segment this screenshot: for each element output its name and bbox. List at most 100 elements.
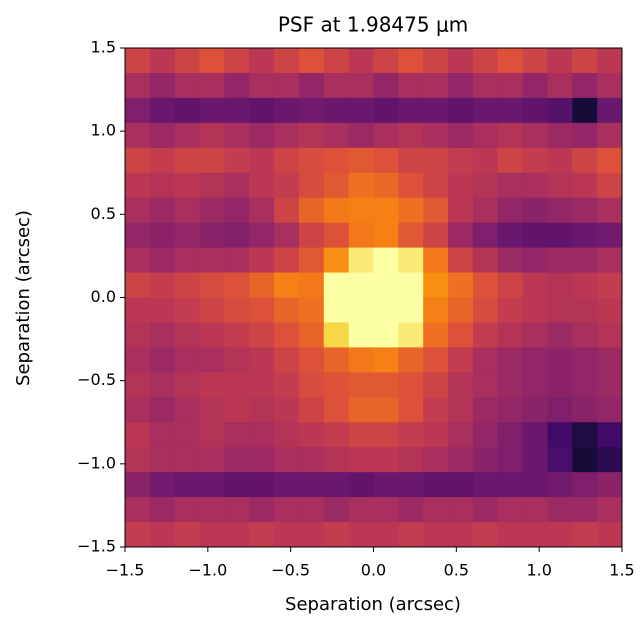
heatmap-cell: [448, 222, 474, 249]
heatmap-cell: [572, 72, 598, 99]
heatmap-cell: [472, 297, 499, 323]
heatmap-cell: [274, 197, 300, 224]
x-axis-label: Separation (arcsec): [285, 594, 461, 615]
heatmap-cell: [249, 197, 275, 224]
heatmap-cell: [348, 272, 374, 298]
heatmap-cell: [547, 497, 573, 523]
heatmap-cell: [448, 347, 474, 373]
heatmap-cell: [298, 222, 325, 249]
heatmap-cell: [448, 97, 474, 124]
heatmap-cell: [522, 72, 548, 99]
heatmap-cell: [398, 222, 424, 249]
heatmap-cell: [472, 422, 499, 448]
heatmap-cell: [224, 222, 250, 249]
heatmap-cell: [125, 422, 151, 448]
heatmap-cell: [398, 522, 424, 548]
heatmap-cell: [125, 272, 151, 298]
heatmap-cell: [423, 397, 449, 423]
heatmap-cell: [497, 247, 524, 274]
heatmap-cell: [572, 522, 598, 548]
heatmap-cell: [199, 72, 225, 99]
heatmap-cell: [125, 322, 151, 348]
heatmap-cell: [448, 322, 474, 348]
heatmap-cell: [597, 497, 623, 523]
heatmap-cell: [547, 447, 573, 473]
heatmap-cell: [174, 447, 201, 473]
heatmap-cell: [522, 222, 548, 249]
heatmap-cell: [373, 397, 399, 423]
heatmap-cell: [448, 147, 474, 174]
heatmap-cell: [398, 272, 424, 298]
heatmap-cell: [547, 97, 573, 124]
heatmap-cell: [199, 147, 225, 174]
heatmap-cell: [522, 372, 548, 398]
heatmap-cell: [249, 447, 275, 473]
heatmap-cell: [597, 272, 623, 298]
heatmap-cell: [522, 472, 548, 498]
heatmap-cell: [547, 422, 573, 448]
heatmap-cell: [572, 172, 598, 199]
heatmap-cell: [224, 397, 250, 423]
heatmap-cell: [547, 147, 573, 174]
heatmap-cell: [448, 522, 474, 548]
heatmap-cell: [249, 48, 275, 74]
heatmap-cell: [199, 497, 225, 523]
heatmap-cell: [224, 122, 250, 149]
heatmap-cell: [423, 497, 449, 523]
heatmap-cell: [224, 97, 250, 124]
x-tick-label: 0.0: [361, 561, 386, 580]
heatmap-cell: [249, 422, 275, 448]
heatmap-cell: [274, 322, 300, 348]
heatmap-cell: [125, 347, 151, 373]
heatmap-cell: [274, 372, 300, 398]
heatmap-cell: [199, 197, 225, 224]
heatmap-cell: [522, 397, 548, 423]
heatmap-cell: [373, 147, 399, 174]
heatmap-cell: [125, 122, 151, 149]
heatmap-cell: [274, 72, 300, 99]
heatmap-cell: [174, 247, 201, 274]
heatmap-cell: [174, 397, 201, 423]
heatmap-cell: [373, 497, 399, 523]
heatmap-cell: [249, 522, 275, 548]
heatmap-cell: [398, 48, 424, 74]
heatmap-cell: [572, 322, 598, 348]
heatmap-cell: [497, 147, 524, 174]
heatmap-cell: [125, 447, 151, 473]
heatmap-cell: [597, 97, 623, 124]
heatmap-cell: [274, 97, 300, 124]
heatmap-cell: [398, 372, 424, 398]
heatmap-cell: [423, 447, 449, 473]
heatmap-cell: [373, 197, 399, 224]
x-tick-label: −1.5: [106, 561, 145, 580]
heatmap-cell: [497, 297, 524, 323]
heatmap-cell: [174, 48, 201, 74]
heatmap-cell: [174, 97, 201, 124]
heatmap-cell: [224, 372, 250, 398]
heatmap-cell: [249, 322, 275, 348]
heatmap-cell: [249, 372, 275, 398]
heatmap-cell: [224, 72, 250, 99]
heatmap-cell: [423, 422, 449, 448]
heatmap-cell: [199, 422, 225, 448]
heatmap-cell: [323, 322, 350, 348]
heatmap-cell: [348, 522, 374, 548]
heatmap-cell: [249, 72, 275, 99]
heatmap-cell: [373, 322, 399, 348]
heatmap-cell: [423, 97, 449, 124]
heatmap-cell: [597, 422, 623, 448]
heatmap-cell: [472, 48, 499, 74]
heatmap-cell: [448, 397, 474, 423]
heatmap-cell: [149, 397, 176, 423]
heatmap-cell: [497, 522, 524, 548]
heatmap-cell: [348, 297, 374, 323]
heatmap-cell: [597, 397, 623, 423]
heatmap-cell: [448, 247, 474, 274]
heatmap-cell: [522, 172, 548, 199]
heatmap-cell: [149, 147, 176, 174]
heatmap-cell: [249, 122, 275, 149]
heatmap-cell: [174, 422, 201, 448]
heatmap-cell: [348, 247, 374, 274]
heatmap-cell: [497, 72, 524, 99]
y-tick-label: −0.5: [77, 370, 116, 389]
